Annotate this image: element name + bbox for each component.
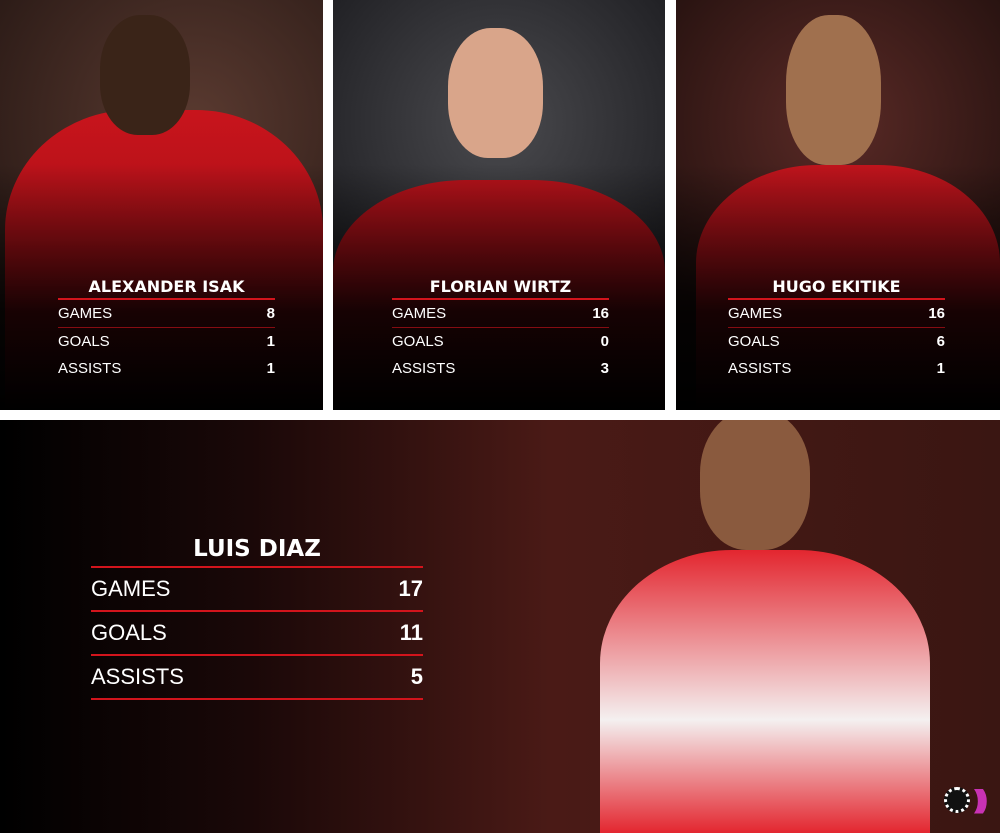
player-head [700,420,810,550]
stat-value: 6 [936,333,945,350]
stat-label: GAMES [728,305,783,322]
stat-row: GOALS 1 [58,328,275,355]
divider [58,298,275,300]
player-name: ALEXANDER ISAK [88,277,245,296]
stat-row: GOALS 11 [91,612,423,654]
stat-row: ASSISTS 1 [728,355,945,382]
stat-value: 11 [399,620,423,645]
stat-label: ASSISTS [728,360,792,377]
stat-label: ASSISTS [58,360,122,377]
stat-label: GOALS [392,333,444,350]
divider [392,298,609,300]
stat-row: GAMES 16 [392,300,609,327]
stat-value: 8 [266,305,275,322]
stat-label: GAMES [91,576,171,601]
divider [728,327,945,328]
divider [392,327,609,328]
player-head [100,15,190,135]
stat-row: GOALS 0 [392,328,609,355]
stat-value: 16 [928,305,945,322]
stat-row: GOALS 6 [728,328,945,355]
stat-label: ASSISTS [392,360,456,377]
player-photo [600,550,930,833]
stat-row: ASSISTS 1 [58,355,275,382]
football-broadcast-icon: ))) [944,784,988,815]
featured-stats-panel: LUIS DIAZ GAMES 17 GOALS 11 ASSISTS 5 [91,532,423,700]
stats-panel: FLORIAN WIRTZ GAMES 16 GOALS 0 ASSISTS 3 [392,276,609,382]
player-head [448,28,543,158]
stat-value: 1 [266,360,275,377]
stat-label: GOALS [58,333,110,350]
stat-value: 17 [398,576,423,601]
stat-value: 0 [600,333,609,350]
stat-row: ASSISTS 5 [91,656,423,698]
stats-panel: HUGO EKITIKE GAMES 16 GOALS 6 ASSISTS 1 [728,276,945,382]
stat-label: GOALS [728,333,780,350]
player-card-wirtz: FLORIAN WIRTZ GAMES 16 GOALS 0 ASSISTS 3 [333,0,665,410]
divider [91,654,423,656]
divider [91,566,423,568]
player-name: FLORIAN WIRTZ [429,277,572,296]
stat-label: ASSISTS [91,664,184,689]
stat-value: 3 [600,360,609,377]
stat-value: 5 [410,664,423,689]
stat-row: ASSISTS 3 [392,355,609,382]
stat-value: 16 [592,305,609,322]
player-card-ekitike: HUGO EKITIKE GAMES 16 GOALS 6 ASSISTS 1 [676,0,1000,410]
stats-panel: ALEXANDER ISAK GAMES 8 GOALS 1 ASSISTS 1 [58,276,275,382]
stat-label: GAMES [58,305,113,322]
player-name: HUGO EKITIKE [772,277,901,296]
stat-value: 1 [936,360,945,377]
divider [58,327,275,328]
featured-player-card: LUIS DIAZ GAMES 17 GOALS 11 ASSISTS 5 ))) [0,420,1000,833]
player-card-isak: ALEXANDER ISAK GAMES 8 GOALS 1 ASSISTS 1 [0,0,323,410]
player-head [786,15,881,165]
stat-value: 1 [266,333,275,350]
stat-row: GAMES 8 [58,300,275,327]
divider [91,610,423,612]
stat-row: GAMES 17 [91,568,423,610]
stat-row: GAMES 16 [728,300,945,327]
stat-label: GOALS [91,620,167,645]
divider [91,698,423,700]
player-name: LUIS DIAZ [193,536,321,562]
divider [728,298,945,300]
stat-label: GAMES [392,305,447,322]
